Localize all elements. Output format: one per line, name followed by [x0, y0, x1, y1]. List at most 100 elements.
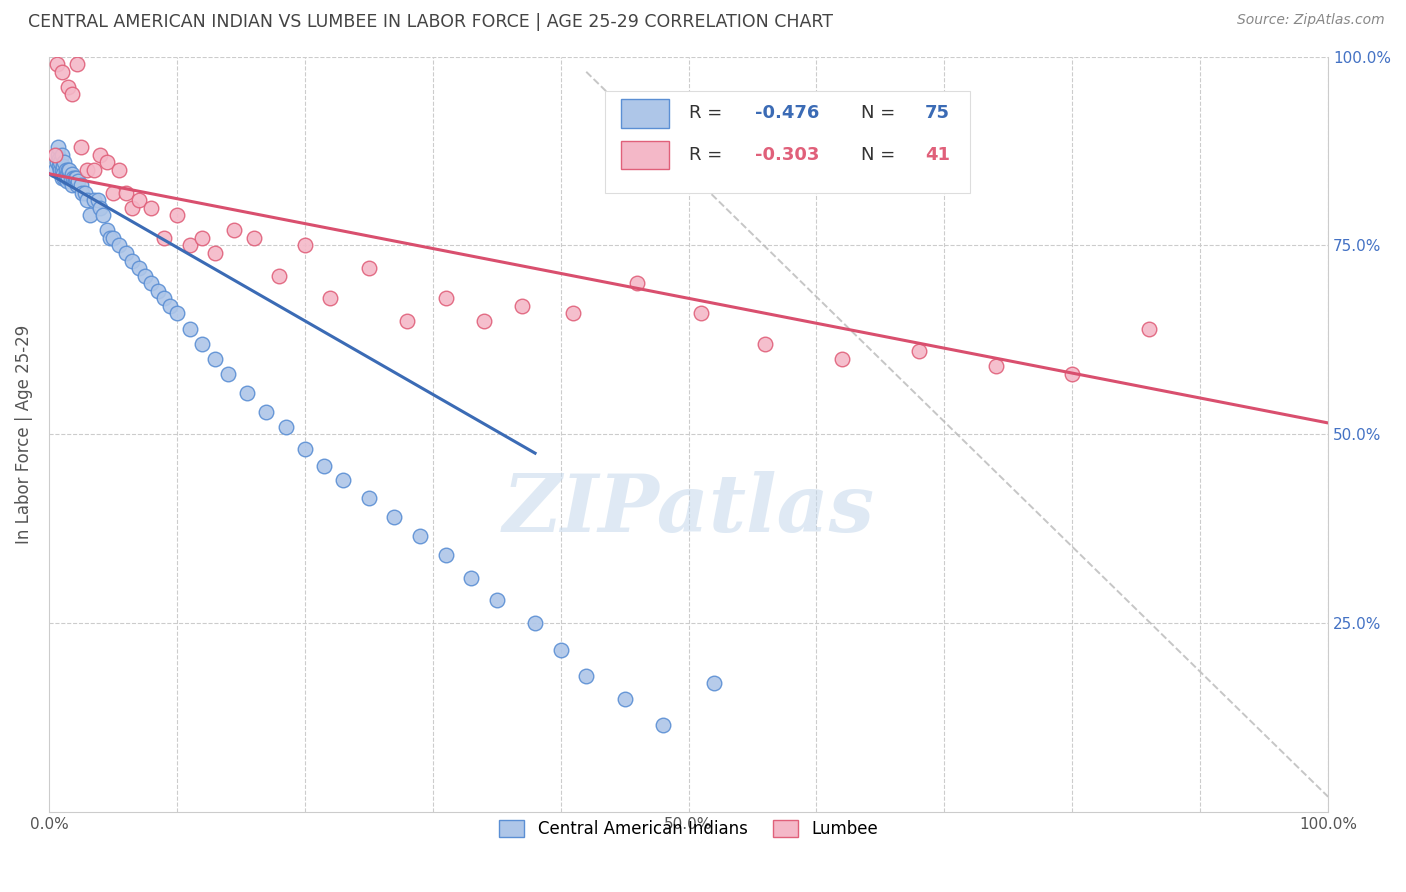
Text: -0.303: -0.303	[755, 146, 820, 164]
Point	[66, 178, 89, 192]
Point	[56, 174, 79, 188]
Point	[76, 163, 98, 178]
Point	[460, 571, 482, 585]
Point	[179, 321, 201, 335]
Point	[141, 201, 163, 215]
Text: 75: 75	[925, 104, 950, 122]
Point	[58, 163, 80, 178]
Point	[191, 336, 214, 351]
Point	[108, 163, 131, 178]
Point	[224, 223, 246, 237]
Point	[191, 231, 214, 245]
Point	[63, 170, 86, 185]
Point	[66, 57, 89, 71]
Point	[65, 170, 87, 185]
Point	[114, 246, 136, 260]
Point	[141, 277, 163, 291]
Point	[101, 231, 124, 245]
Point	[550, 642, 572, 657]
Point	[44, 163, 66, 178]
Point	[60, 167, 83, 181]
Point	[53, 155, 76, 169]
Point	[67, 174, 90, 188]
Point	[319, 291, 342, 305]
Point	[269, 268, 291, 283]
Point	[60, 178, 83, 192]
Point	[49, 163, 72, 178]
Text: R =: R =	[689, 146, 727, 164]
Point	[274, 419, 297, 434]
Point	[70, 140, 93, 154]
Point	[242, 231, 264, 245]
Text: ZIPatlas: ZIPatlas	[502, 471, 875, 549]
Point	[49, 155, 72, 169]
Point	[409, 529, 432, 543]
Point	[166, 306, 188, 320]
FancyBboxPatch shape	[621, 141, 669, 169]
Text: N =: N =	[862, 104, 901, 122]
Point	[48, 159, 70, 173]
Point	[690, 306, 713, 320]
Point	[52, 167, 75, 181]
Point	[89, 201, 111, 215]
Point	[56, 170, 79, 185]
Point	[703, 676, 725, 690]
Point	[63, 174, 86, 188]
Point	[56, 167, 79, 181]
Point	[236, 385, 259, 400]
Point	[510, 299, 533, 313]
Point	[153, 231, 176, 245]
Point	[56, 163, 79, 178]
Point	[128, 261, 150, 276]
Point	[121, 253, 143, 268]
Point	[59, 170, 82, 185]
Point	[613, 691, 636, 706]
Point	[108, 238, 131, 252]
Point	[53, 170, 76, 185]
Point	[1062, 367, 1084, 381]
Point	[73, 186, 96, 200]
Point	[89, 148, 111, 162]
Point	[357, 491, 380, 506]
Point	[48, 152, 70, 166]
Point	[70, 186, 93, 200]
Point	[294, 238, 316, 252]
Point	[44, 148, 66, 162]
Point	[60, 87, 83, 102]
Point	[562, 306, 585, 320]
Point	[575, 669, 598, 683]
Point	[652, 718, 675, 732]
Point	[121, 201, 143, 215]
Point	[51, 170, 73, 185]
Text: -0.476: -0.476	[755, 104, 820, 122]
Point	[55, 163, 77, 178]
Point	[51, 163, 73, 178]
Point	[754, 336, 776, 351]
Point	[96, 223, 118, 237]
Point	[56, 79, 79, 94]
Point	[524, 616, 547, 631]
Point	[434, 291, 457, 305]
Point	[83, 193, 105, 207]
Y-axis label: In Labor Force | Age 25-29: In Labor Force | Age 25-29	[15, 325, 32, 544]
Text: CENTRAL AMERICAN INDIAN VS LUMBEE IN LABOR FORCE | AGE 25-29 CORRELATION CHART: CENTRAL AMERICAN INDIAN VS LUMBEE IN LAB…	[28, 13, 834, 31]
Point	[114, 186, 136, 200]
Point	[204, 351, 226, 366]
Point	[357, 261, 380, 276]
Point	[166, 208, 188, 222]
Point	[96, 155, 118, 169]
Point	[294, 442, 316, 457]
Point	[76, 193, 98, 207]
Point	[1137, 321, 1160, 335]
Point	[51, 64, 73, 78]
Point	[179, 238, 201, 252]
Point	[70, 178, 93, 192]
Point	[485, 593, 508, 607]
Point	[134, 268, 156, 283]
Point	[831, 351, 853, 366]
Point	[159, 299, 181, 313]
Point	[46, 140, 69, 154]
Point	[79, 208, 101, 222]
Point	[83, 163, 105, 178]
Point	[91, 208, 114, 222]
